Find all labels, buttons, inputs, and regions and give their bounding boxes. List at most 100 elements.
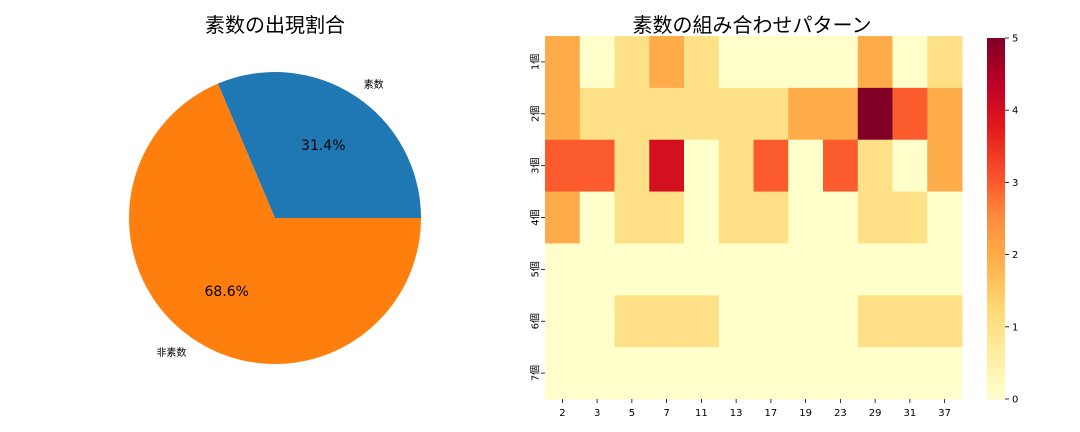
colorbar-segment xyxy=(987,353,1005,358)
colorbar-segment xyxy=(987,335,1005,340)
colorbar-segment xyxy=(987,80,1005,84)
heatmap-cell xyxy=(857,87,893,141)
heatmap-cell xyxy=(857,139,893,193)
x-tick-label: 29 xyxy=(869,408,882,419)
heatmap-cell xyxy=(788,243,824,296)
heatmap-cell xyxy=(614,139,650,193)
heatmap-cell xyxy=(718,191,754,244)
colorbar-segment xyxy=(987,227,1005,232)
colorbar-segment xyxy=(987,287,1005,292)
heatmap-cell xyxy=(753,347,789,400)
heatmap-cell xyxy=(684,295,720,348)
heatmap-cell xyxy=(927,191,963,244)
colorbar-segment xyxy=(987,62,1005,66)
colorbar-segment xyxy=(987,377,1005,382)
colorbar-segment xyxy=(987,245,1005,250)
colorbar-segment xyxy=(987,41,1005,45)
colorbar-segment xyxy=(987,299,1005,304)
x-tick-label: 31 xyxy=(904,408,917,419)
y-tick-label: 2個 xyxy=(529,106,542,122)
colorbar-segment xyxy=(987,218,1005,223)
heatmap-cell xyxy=(788,347,824,400)
colorbar-segment xyxy=(987,254,1005,259)
heatmap-cell xyxy=(823,191,859,244)
colorbar-segment xyxy=(987,164,1005,168)
colorbar-segment xyxy=(987,101,1005,105)
pie-label: 非素数 xyxy=(156,346,186,359)
colorbar-segment xyxy=(987,290,1005,295)
heatmap-cell xyxy=(545,36,581,89)
heatmap-cell xyxy=(614,87,650,141)
x-tick-label: 37 xyxy=(938,408,951,419)
heatmap-cell xyxy=(927,139,963,193)
colorbar-segment xyxy=(987,113,1005,117)
colorbar-segment xyxy=(987,371,1005,376)
colorbar-segment xyxy=(987,119,1005,123)
colorbar-segment xyxy=(987,365,1005,370)
heatmap-cell xyxy=(614,191,650,244)
heatmap-cell xyxy=(579,295,615,348)
colorbar-tick-label: 2 xyxy=(1012,250,1018,261)
colorbar-tick-label: 0 xyxy=(1012,395,1018,406)
colorbar-segment xyxy=(987,206,1005,211)
colorbar-segment xyxy=(987,128,1005,132)
colorbar-segment xyxy=(987,53,1005,57)
colorbar-segment xyxy=(987,194,1005,199)
y-tick-label: 1個 xyxy=(529,54,542,70)
colorbar-tick-label: 4 xyxy=(1012,106,1018,117)
colorbar-segment xyxy=(987,275,1005,280)
colorbar-segment xyxy=(987,83,1005,87)
colorbar-segment xyxy=(987,233,1005,238)
heatmap-cell xyxy=(823,139,859,193)
colorbar-segment xyxy=(987,389,1005,394)
heatmap-cell xyxy=(545,139,581,193)
heatmap-cell xyxy=(545,295,581,348)
pie-label: 素数 xyxy=(364,78,384,91)
colorbar-segment xyxy=(987,200,1005,205)
colorbar-segment xyxy=(987,230,1005,235)
heatmap-cell xyxy=(579,36,615,89)
colorbar-segment xyxy=(987,392,1005,397)
heatmap-cell xyxy=(649,243,685,296)
pie-percent-label: 31.4% xyxy=(301,138,345,154)
colorbar-tick-label: 3 xyxy=(1012,178,1018,189)
colorbar-segment xyxy=(987,311,1005,316)
x-tick-label: 11 xyxy=(695,408,708,419)
colorbar-segment xyxy=(987,362,1005,367)
heatmap-cell xyxy=(857,295,893,348)
colorbar-segment xyxy=(987,221,1005,226)
colorbar-segment xyxy=(987,107,1005,111)
heatmap-cell xyxy=(684,243,720,296)
colorbar-segment xyxy=(987,50,1005,54)
colorbar-segment xyxy=(987,47,1005,51)
colorbar-segment xyxy=(987,77,1005,81)
colorbar-segment xyxy=(987,323,1005,328)
heatmap-cell xyxy=(857,36,893,89)
heatmap-cell xyxy=(892,139,928,193)
heatmap-cell xyxy=(927,295,963,348)
colorbar-segment xyxy=(987,320,1005,325)
heatmap-cell xyxy=(788,295,824,348)
pie-title: 素数の出現割合 xyxy=(205,13,345,37)
colorbar-segment xyxy=(987,137,1005,141)
colorbar-segment xyxy=(987,281,1005,286)
heatmap-cell xyxy=(718,139,754,193)
colorbar-segment xyxy=(987,68,1005,72)
colorbar-segment xyxy=(987,167,1005,171)
colorbar-segment xyxy=(987,356,1005,361)
colorbar-segment xyxy=(987,269,1005,274)
colorbar-segment xyxy=(987,344,1005,349)
colorbar-segment xyxy=(987,104,1005,108)
heatmap-cell xyxy=(823,243,859,296)
colorbar-segment xyxy=(987,380,1005,385)
heatmap-cell xyxy=(927,36,963,89)
heatmap-cell xyxy=(614,36,650,89)
colorbar-segment xyxy=(987,161,1005,165)
colorbar-segment xyxy=(987,266,1005,271)
heatmap-cell xyxy=(753,36,789,89)
colorbar-tick-label: 5 xyxy=(1012,34,1018,45)
heatmap-cell xyxy=(892,347,928,400)
colorbar-segment xyxy=(987,59,1005,63)
